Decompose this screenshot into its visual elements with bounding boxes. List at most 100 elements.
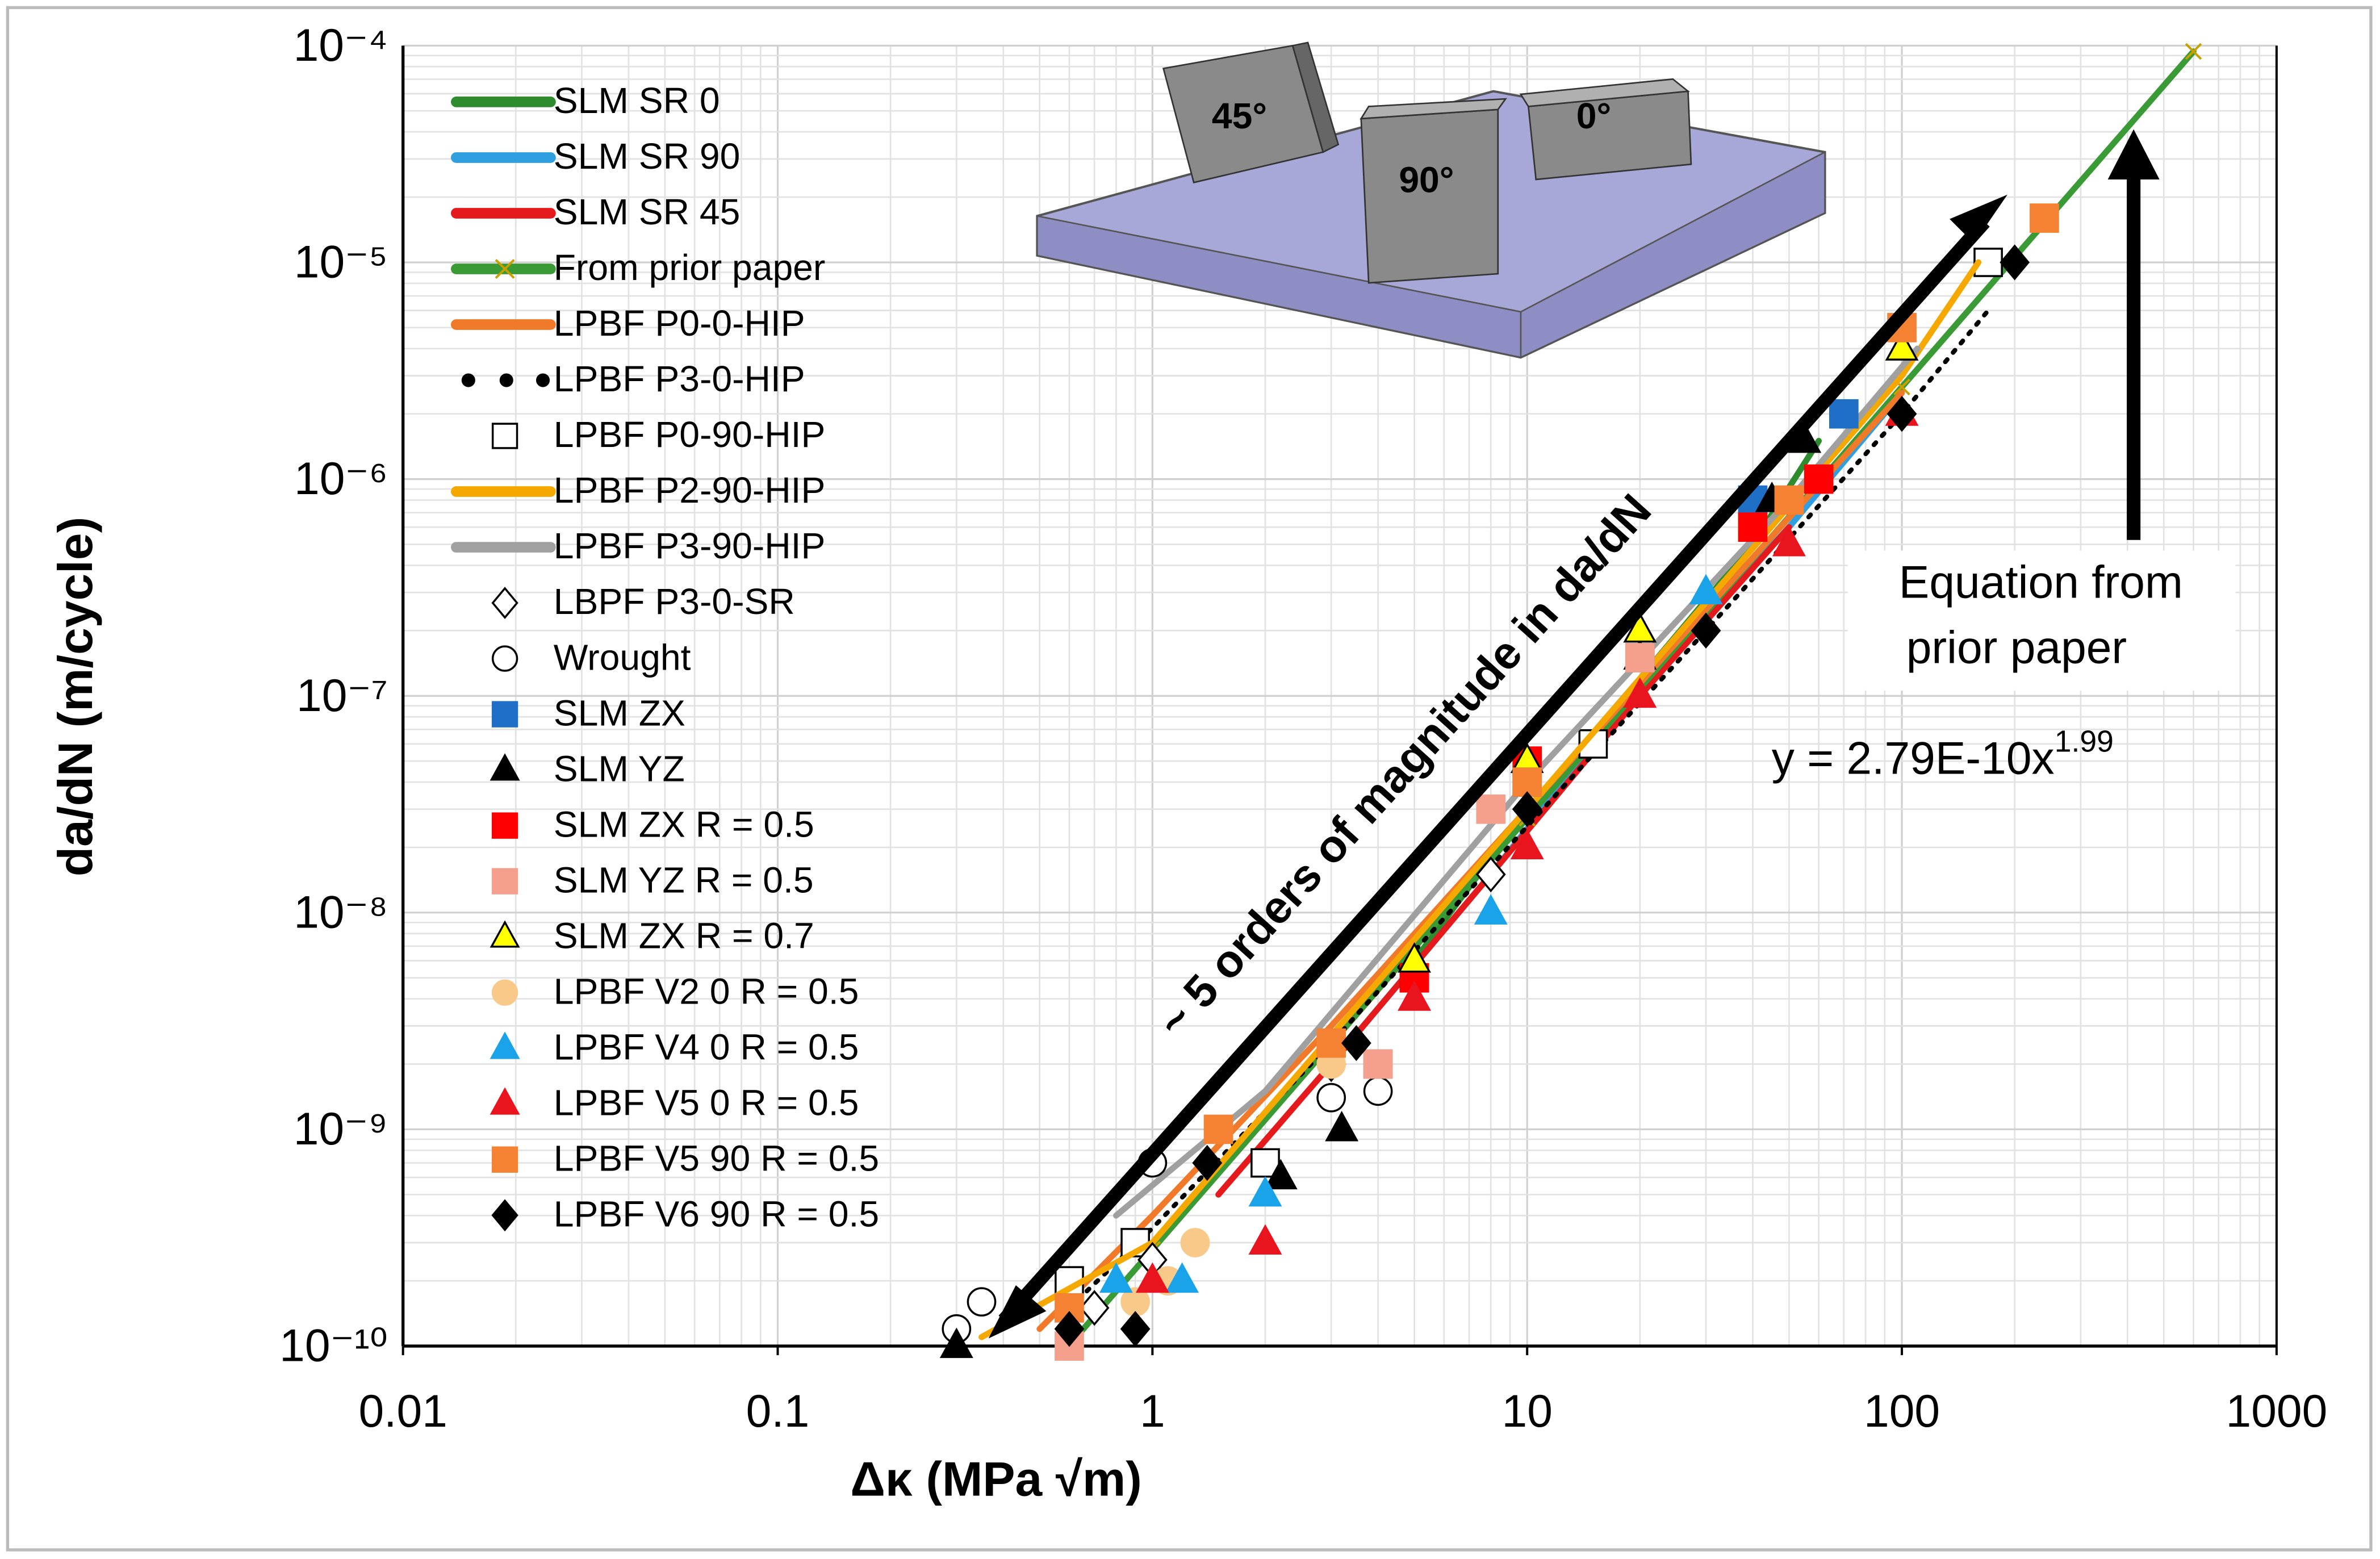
marker	[1165, 1262, 1199, 1293]
marker	[1079, 1290, 1110, 1326]
y-tick-label: 10⁻⁴	[294, 20, 388, 71]
legend: SLM SR 0 SLM SR 90 SLM SR 45 From prior pap…	[451, 80, 879, 1234]
y-tick-label: 10⁻⁶	[294, 453, 388, 504]
equation-exponent: 1.99	[2055, 725, 2114, 759]
legend-label: SLM YZ	[554, 748, 685, 789]
inset-label: 90°	[1399, 159, 1454, 200]
marker	[1264, 1159, 1298, 1190]
marker	[1120, 1311, 1151, 1347]
marker	[1512, 791, 1542, 827]
legend-label: LPBF V6 90 R = 0.5	[554, 1193, 879, 1234]
marker	[490, 753, 520, 781]
legend-label: SLM ZX R = 0.7	[554, 915, 814, 956]
marker	[491, 587, 518, 620]
marker	[1973, 248, 2003, 277]
marker	[1316, 1082, 1346, 1113]
marker	[1135, 1262, 1169, 1293]
legend-label: LPBF V4 0 R = 0.5	[554, 1026, 859, 1067]
legend-label: SLM SR 90	[554, 136, 741, 177]
marker	[491, 1199, 518, 1232]
arrows	[988, 129, 2160, 1339]
marker	[1248, 1224, 1282, 1255]
legend-label: LPBF P0-90-HIP	[554, 414, 826, 455]
marker	[1885, 330, 1919, 361]
marker	[1738, 512, 1768, 542]
marker	[1691, 612, 1721, 649]
marker	[1203, 1114, 1233, 1144]
legend-swatch	[536, 373, 550, 387]
marker	[1625, 643, 1655, 672]
legend-swatch	[499, 373, 513, 387]
x-tick-label: 0.1	[746, 1386, 810, 1437]
marker	[1623, 612, 1657, 643]
equation-base: y = 2.79E-10x	[1772, 733, 2055, 784]
legend-label: SLM SR 0	[554, 80, 720, 121]
y-tick-label: 10⁻⁷	[296, 670, 388, 721]
x-tick-label: 1000	[2226, 1386, 2328, 1437]
legend-label: LPBF P0-0-HIP	[554, 303, 805, 344]
marker	[1774, 485, 1804, 515]
marker	[939, 1327, 973, 1359]
x-tick-label: 100	[1864, 1386, 1940, 1437]
marker	[2000, 244, 2030, 281]
marker	[491, 645, 518, 672]
equation-note: prior paper	[1906, 622, 2127, 673]
inset-label: 45°	[1212, 95, 1267, 136]
legend-label: LPBF P2-90-HIP	[554, 470, 826, 511]
marker	[1099, 1262, 1133, 1293]
legend-label: Wrought	[554, 637, 691, 678]
legend-label: LPBF P3-90-HIP	[554, 525, 826, 566]
marker	[1772, 525, 1806, 557]
inset-label: 0°	[1576, 95, 1611, 136]
marker	[2030, 203, 2059, 233]
y-tick-label: 10⁻⁵	[294, 237, 388, 288]
legend-label: From prior paper	[554, 247, 826, 288]
marker	[1474, 894, 1508, 925]
marker	[1475, 856, 1506, 893]
x-tick-label: 0.01	[358, 1386, 447, 1437]
legend-label: SLM SR 45	[554, 191, 741, 232]
y-tick-label: 10⁻⁹	[294, 1104, 388, 1155]
marker	[1398, 980, 1432, 1011]
marker	[1623, 677, 1657, 708]
marker	[967, 1287, 997, 1317]
marker	[1192, 1144, 1223, 1181]
x-tick-label: 1	[1140, 1386, 1165, 1437]
legend-swatch	[461, 373, 475, 387]
marker	[1363, 1076, 1393, 1106]
marker	[1476, 794, 1506, 824]
marker	[1829, 399, 1859, 429]
marker	[491, 812, 518, 839]
legend-label: SLM ZX	[554, 692, 685, 733]
inset-image: 45° 90° 0°	[1036, 41, 1826, 359]
marker	[491, 1146, 518, 1173]
marker	[491, 979, 518, 1006]
y-tick-label: 10⁻¹⁰	[279, 1320, 388, 1372]
marker	[491, 701, 518, 728]
legend-label: LPBF V5 90 R = 0.5	[554, 1138, 879, 1178]
legend-label: LPBF V5 0 R = 0.5	[554, 1082, 859, 1123]
marker	[1054, 1311, 1085, 1347]
marker	[1804, 464, 1834, 494]
marker	[1398, 942, 1432, 973]
marker	[1689, 574, 1723, 605]
plot-area	[939, 43, 2202, 1361]
legend-swatch	[495, 258, 515, 279]
legend-label: LPBF P3-0-HIP	[554, 358, 805, 399]
marker	[1341, 1025, 1371, 1061]
legend-label: SLM ZX R = 0.5	[554, 804, 814, 845]
y-axis-title: da/dN (m/cycle)	[48, 517, 103, 876]
marker	[1180, 1228, 1210, 1257]
marker	[1325, 1110, 1359, 1142]
grid	[401, 44, 2278, 1356]
legend-label: LBPF P3-0-SR	[554, 581, 795, 622]
marker	[1248, 1176, 1282, 1207]
equation-note: Equation from	[1899, 557, 2183, 608]
marker	[490, 1087, 520, 1115]
x-axis-title: Δκ (MPa √m)	[850, 1452, 1141, 1507]
equation: y = 2.79E-10x1.99	[1772, 725, 2114, 784]
legend-label: LPBF V2 0 R = 0.5	[554, 971, 859, 1012]
legend-label: SLM YZ R = 0.5	[554, 859, 814, 900]
marker	[1510, 829, 1544, 859]
y-tick-label: 10⁻⁸	[294, 887, 388, 938]
